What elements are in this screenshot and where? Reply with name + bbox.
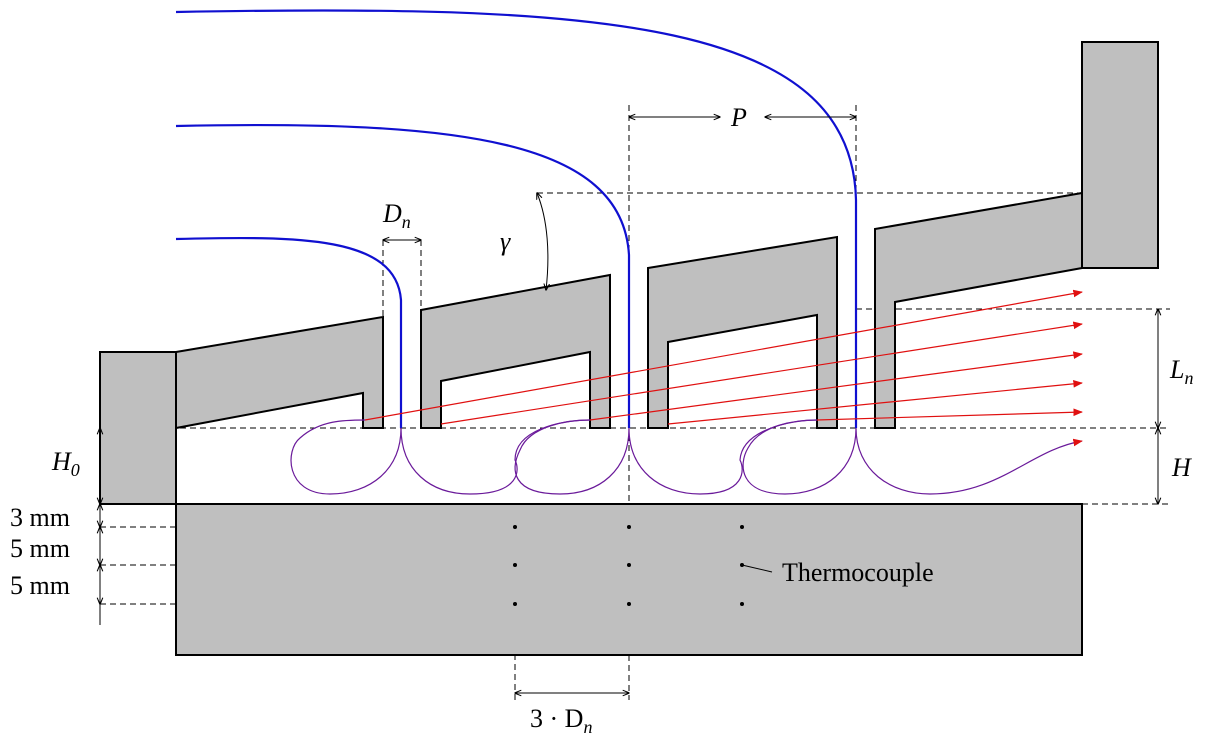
label-text: H	[51, 447, 72, 476]
label-text: D	[382, 199, 402, 228]
label-text: L	[1169, 355, 1184, 384]
subscript: n	[583, 717, 592, 736]
label-text: γ	[500, 227, 511, 256]
subscript: n	[402, 212, 411, 232]
label-5mm: 5 mm	[10, 534, 70, 563]
geometry	[99, 41, 1159, 656]
flow	[175, 9, 1083, 495]
label-text: 3 · D	[530, 704, 583, 733]
label-text: H	[1171, 453, 1192, 482]
label-p: P	[730, 103, 747, 132]
subscript: 0	[71, 460, 80, 480]
label-h: H	[1171, 453, 1192, 482]
label-text: Thermocouple	[782, 558, 934, 587]
label-text: P	[730, 103, 747, 132]
label-text: 5 mm	[10, 571, 70, 600]
label-text: 5 mm	[10, 534, 70, 563]
label-dn: Dn	[382, 199, 411, 232]
label-ln: Ln	[1169, 355, 1193, 388]
label-h0: H0	[51, 447, 80, 480]
label-thermocouple: Thermocouple	[782, 558, 934, 587]
label-text: 3 mm	[10, 503, 70, 532]
label-3mm: 3 mm	[10, 503, 70, 532]
dimensions	[100, 117, 1158, 693]
subscript: n	[1184, 368, 1193, 388]
label-3dn: 3 · Dn	[530, 704, 592, 736]
thermocouples	[513, 525, 744, 606]
label-5mm: 5 mm	[10, 571, 70, 600]
label-gamma: γ	[500, 227, 511, 256]
